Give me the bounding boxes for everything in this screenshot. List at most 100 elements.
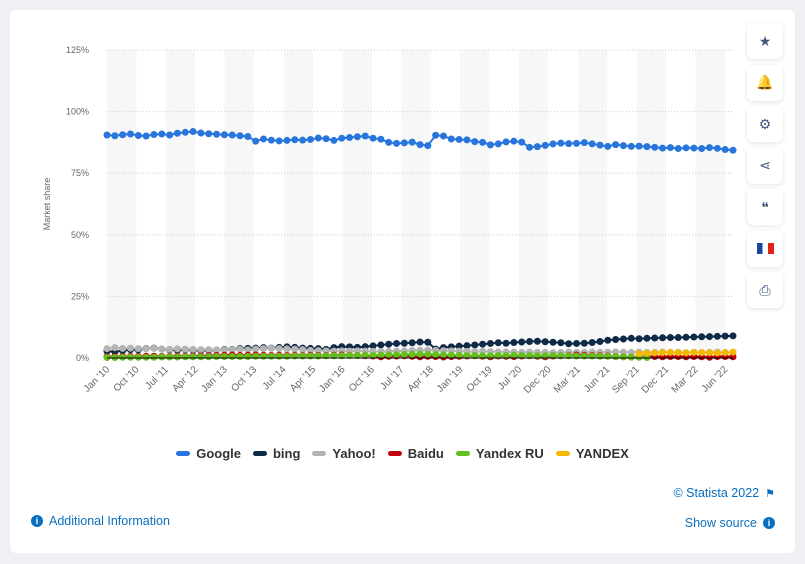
data-point[interactable] (549, 140, 557, 148)
data-point[interactable] (126, 344, 134, 352)
gear-button[interactable]: ⚙ (747, 106, 783, 142)
data-point[interactable] (291, 345, 299, 353)
data-point[interactable] (596, 337, 604, 345)
data-point[interactable] (651, 349, 659, 357)
data-point[interactable] (666, 334, 674, 342)
data-point[interactable] (369, 342, 377, 350)
data-point[interactable] (416, 350, 424, 358)
data-point[interactable] (126, 353, 134, 361)
data-point[interactable] (573, 339, 580, 347)
data-point[interactable] (502, 138, 510, 146)
star-button[interactable]: ★ (747, 23, 783, 59)
data-point[interactable] (291, 136, 299, 144)
data-point[interactable] (690, 333, 698, 341)
data-point[interactable] (526, 337, 534, 345)
data-point[interactable] (111, 344, 119, 352)
data-point[interactable] (197, 129, 205, 137)
data-point[interactable] (416, 338, 424, 346)
data-point[interactable] (526, 352, 534, 360)
bell-button[interactable]: 🔔 (747, 64, 783, 101)
data-point[interactable] (690, 144, 698, 152)
data-point[interactable] (541, 338, 549, 346)
data-point[interactable] (619, 353, 627, 361)
data-point[interactable] (541, 141, 549, 149)
data-point[interactable] (385, 138, 393, 146)
data-point[interactable] (142, 353, 150, 361)
data-point[interactable] (604, 352, 612, 360)
quote-button[interactable]: ❝ (747, 189, 783, 225)
data-point[interactable] (604, 142, 612, 150)
data-point[interactable] (393, 339, 401, 347)
data-point[interactable] (643, 349, 651, 357)
data-point[interactable] (283, 136, 291, 144)
data-point[interactable] (306, 135, 314, 143)
data-point[interactable] (674, 145, 682, 153)
data-point[interactable] (659, 334, 667, 342)
data-point[interactable] (502, 339, 510, 347)
data-point[interactable] (729, 332, 737, 340)
data-point[interactable] (424, 142, 432, 150)
data-point[interactable] (189, 353, 197, 361)
data-point[interactable] (666, 144, 674, 152)
data-point[interactable] (580, 139, 588, 147)
data-point[interactable] (213, 346, 221, 354)
data-point[interactable] (455, 342, 463, 350)
data-point[interactable] (580, 339, 588, 347)
french-flag-button[interactable] (747, 230, 783, 267)
data-point[interactable] (369, 351, 377, 359)
data-point[interactable] (713, 349, 721, 357)
data-point[interactable] (447, 135, 455, 143)
data-point[interactable] (260, 352, 267, 360)
data-point[interactable] (721, 146, 729, 154)
data-point[interactable] (627, 353, 635, 361)
data-point[interactable] (275, 352, 283, 360)
data-point[interactable] (275, 137, 283, 145)
data-point[interactable] (698, 333, 706, 341)
legend-item[interactable]: YANDEX (555, 446, 629, 461)
data-point[interactable] (213, 353, 221, 361)
data-point[interactable] (228, 131, 236, 139)
data-point[interactable] (627, 142, 635, 150)
data-point[interactable] (400, 139, 408, 147)
data-point[interactable] (612, 353, 620, 361)
data-point[interactable] (721, 332, 729, 340)
copyright[interactable]: © Statista 2022 ⚑ (673, 486, 775, 500)
data-point[interactable] (588, 140, 596, 148)
data-point[interactable] (393, 351, 401, 359)
data-point[interactable] (260, 345, 267, 353)
legend-item[interactable]: Google (176, 446, 241, 461)
data-point[interactable] (134, 345, 142, 353)
data-point[interactable] (314, 347, 322, 355)
data-point[interactable] (158, 345, 166, 353)
data-point[interactable] (479, 340, 487, 348)
data-point[interactable] (471, 138, 479, 146)
data-point[interactable] (463, 342, 471, 350)
data-point[interactable] (103, 345, 111, 353)
data-point[interactable] (627, 334, 635, 342)
data-point[interactable] (557, 339, 565, 347)
data-point[interactable] (706, 349, 714, 357)
data-point[interactable] (220, 346, 228, 354)
data-point[interactable] (565, 140, 573, 148)
data-point[interactable] (220, 353, 228, 361)
data-point[interactable] (424, 338, 432, 346)
data-point[interactable] (346, 352, 354, 360)
data-point[interactable] (713, 144, 721, 152)
additional-information-link[interactable]: i Additional Information (31, 514, 170, 528)
data-point[interactable] (471, 352, 479, 360)
data-point[interactable] (533, 337, 541, 345)
data-point[interactable] (619, 142, 627, 150)
data-point[interactable] (173, 345, 181, 353)
data-point[interactable] (471, 341, 479, 349)
data-point[interactable] (557, 139, 565, 147)
data-point[interactable] (565, 340, 573, 348)
data-point[interactable] (220, 131, 228, 139)
data-point[interactable] (361, 351, 369, 359)
data-point[interactable] (197, 346, 205, 354)
data-point[interactable] (181, 128, 189, 136)
data-point[interactable] (612, 336, 620, 344)
data-point[interactable] (596, 141, 604, 149)
data-point[interactable] (189, 345, 197, 353)
data-point[interactable] (236, 345, 244, 353)
data-point[interactable] (526, 143, 534, 151)
